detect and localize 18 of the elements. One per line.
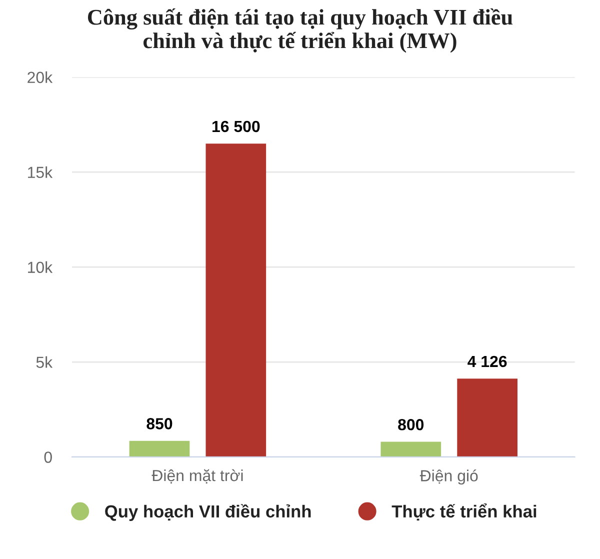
y-tick-label: 15k bbox=[28, 166, 53, 178]
x-tick-label: Điện gió bbox=[420, 469, 478, 485]
legend-label: Thực tế triển khai bbox=[392, 503, 536, 521]
data-label: 850 bbox=[146, 418, 172, 430]
legend-label: Quy hoạch VII điều chỉnh bbox=[105, 504, 311, 522]
y-tick-label: 10k bbox=[28, 261, 53, 274]
chart-title: Công suất điện tái tạo tại quy hoạch VII điều chỉnh và thực tế triển khai (MW) bbox=[88, 8, 513, 53]
y-tick-label: 0 bbox=[44, 452, 52, 463]
bar bbox=[457, 378, 518, 457]
bar bbox=[206, 144, 266, 457]
y-tick-label: 5k bbox=[36, 356, 53, 368]
data-label: 800 bbox=[398, 418, 424, 430]
bar bbox=[380, 442, 442, 457]
y-tick-label: 20k bbox=[28, 71, 53, 84]
x-tick-label: Điện mặt trời bbox=[152, 469, 243, 484]
data-label: 16 500 bbox=[212, 120, 260, 132]
data-label: 4 126 bbox=[468, 356, 507, 368]
bar bbox=[129, 440, 190, 457]
